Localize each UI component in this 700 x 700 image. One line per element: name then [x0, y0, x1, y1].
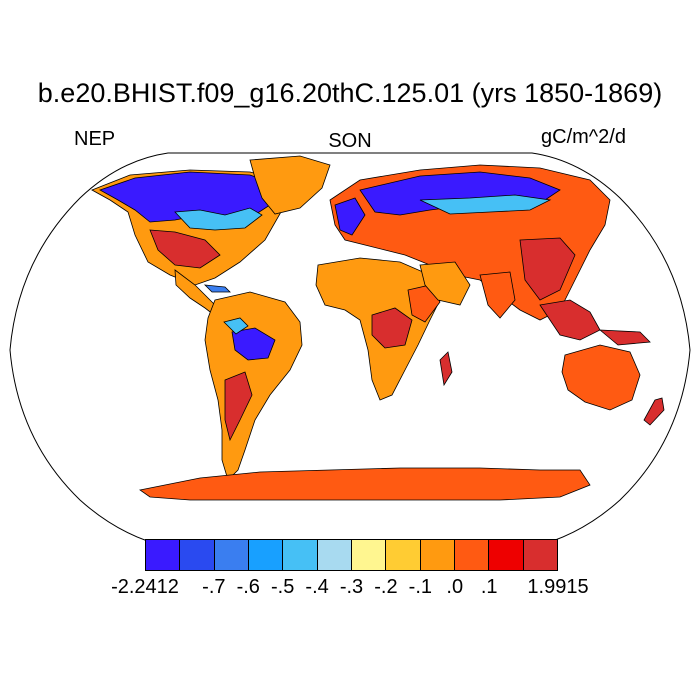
colorbar-box-10	[489, 540, 524, 570]
india	[479, 271, 516, 319]
units-label: gC/m^2/d	[541, 126, 626, 148]
amazon-light	[223, 317, 249, 335]
madagascar	[439, 351, 453, 387]
south-america-red	[224, 371, 253, 442]
colorbar-tick-label: -.1	[408, 576, 432, 598]
colorbar-box-4	[283, 540, 318, 570]
season-label: SON	[328, 130, 372, 152]
north-america-light-blue	[174, 207, 263, 231]
new-guinea	[598, 329, 651, 346]
colorbar-box-1	[180, 540, 215, 570]
central-africa-red	[371, 307, 413, 349]
colorbar-tick-label: -.6	[236, 576, 260, 598]
colorbar-tick-label: -.4	[305, 576, 329, 598]
siberia-light	[419, 194, 552, 215]
colorbar-box-6	[351, 540, 387, 570]
colorbar-tick-label: -.5	[270, 576, 295, 598]
antarctica	[139, 467, 591, 501]
colorbar	[145, 539, 558, 571]
new-zealand	[643, 397, 665, 426]
colorbar-tick-label: -2.2412	[111, 576, 179, 598]
colorbar-tick-label: -.7	[202, 576, 226, 598]
amazon-blue	[231, 327, 276, 361]
colorbar-box-3	[248, 540, 284, 570]
colorbar-tick-label: 1.9915	[527, 576, 589, 598]
colorbar-box-0	[146, 540, 181, 570]
colorbar-tick-label: -.2	[374, 576, 398, 598]
colorbar-box-7	[386, 540, 421, 570]
colorbar-box-8	[420, 540, 455, 570]
plot-title: b.e20.BHIST.f09_g16.20thC.125.01 (yrs 18…	[37, 78, 663, 108]
scandinavia-blue	[334, 197, 366, 236]
greenland	[249, 155, 331, 215]
colorbar-tick-label: -.3	[339, 576, 364, 598]
australia	[561, 344, 641, 411]
colorbar-box-9	[454, 540, 490, 570]
colorbar-labels: -2.2412 -.7 -.6 -.5 -.4 -.3 -.2 -.1 .0 .1 1.9915	[0, 576, 700, 602]
colorbar-tick-label: .1	[480, 576, 498, 598]
caribbean	[203, 284, 231, 293]
colorbar-tick-label: .0	[446, 576, 464, 598]
north-america-red	[149, 229, 221, 269]
variable-label: NEP	[74, 128, 116, 150]
asia-red	[519, 237, 576, 301]
arabia	[419, 261, 471, 306]
colorbar-box-2	[214, 540, 249, 570]
colorbar-box-11	[523, 540, 557, 570]
colorbar-box-5	[317, 540, 352, 570]
